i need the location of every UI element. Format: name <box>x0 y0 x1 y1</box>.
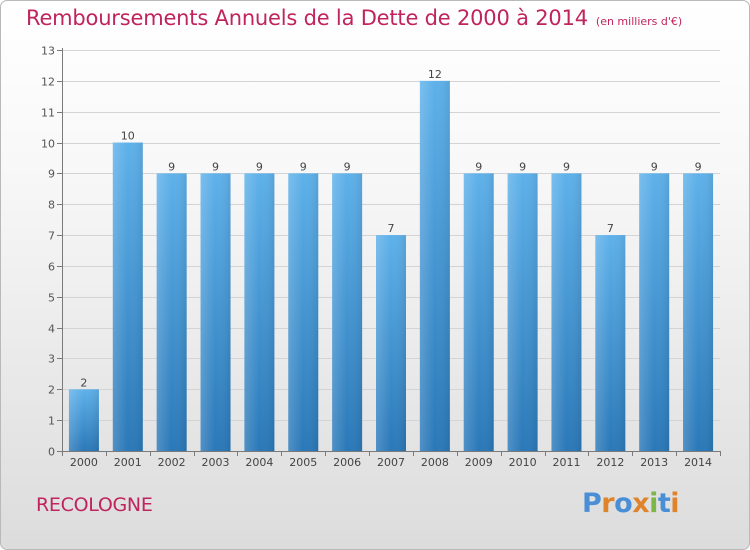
bar-shine-2013 <box>639 173 670 451</box>
bar-shine-2007 <box>376 235 406 451</box>
chart-title-unit: (en milliers d'€) <box>595 15 683 28</box>
y-tick-label-12: 12 <box>41 76 55 89</box>
bar-shine-2014 <box>683 173 714 451</box>
x-tick-label-2004: 2004 <box>245 456 273 469</box>
x-tick-label-2014: 2014 <box>684 456 712 469</box>
data-label-2013: 9 <box>651 160 658 173</box>
x-tick-label-2010: 2010 <box>509 456 537 469</box>
y-tick-label-0: 0 <box>48 446 55 459</box>
logo-letter: r <box>601 488 615 519</box>
bar-shine-2011 <box>551 173 582 451</box>
data-label-2003: 9 <box>212 160 219 173</box>
bar-shine-2000 <box>68 389 99 451</box>
logo-letter: i <box>670 488 680 519</box>
bar-shine-2012 <box>595 235 626 451</box>
x-tick-label-2000: 2000 <box>70 456 98 469</box>
y-tick-label-1: 1 <box>48 415 55 428</box>
chart-title-main: Remboursements Annuels de la Dette de 20… <box>26 6 588 30</box>
data-label-2012: 7 <box>607 222 614 235</box>
y-tick-label-8: 8 <box>48 199 55 212</box>
y-tick-label-11: 11 <box>41 107 55 120</box>
data-label-2014: 9 <box>695 160 702 173</box>
bar-shine-2001 <box>112 142 143 452</box>
chart-title: Remboursements Annuels de la Dette de 20… <box>26 6 682 30</box>
logo-letter: x <box>632 488 650 519</box>
bar-shine-2004 <box>244 173 275 451</box>
x-tick-label-2007: 2007 <box>377 456 405 469</box>
x-tick-label-2001: 2001 <box>114 456 142 469</box>
x-tick-label-2003: 2003 <box>202 456 230 469</box>
logo-letter: t <box>657 488 671 519</box>
bar-shine-2009 <box>463 173 494 451</box>
x-tick-label-2002: 2002 <box>158 456 186 469</box>
data-label-2004: 9 <box>256 160 263 173</box>
data-label-2002: 9 <box>168 160 175 173</box>
logo-letter: P <box>582 488 602 519</box>
y-tick-label-10: 10 <box>41 138 55 151</box>
data-label-2010: 9 <box>519 160 526 173</box>
proxiti-logo: Proxiti <box>582 488 680 519</box>
y-tick-label-6: 6 <box>48 261 55 274</box>
data-label-2009: 9 <box>475 160 482 173</box>
data-label-2001: 10 <box>121 130 135 143</box>
y-tick-label-4: 4 <box>48 323 55 336</box>
y-tick-label-5: 5 <box>48 292 55 305</box>
data-label-2005: 9 <box>300 160 307 173</box>
bar-shine-2003 <box>200 173 231 451</box>
logo-letter: o <box>614 488 633 519</box>
bar-shine-2010 <box>507 173 538 451</box>
commune-name: RECOLOGNE <box>36 494 153 516</box>
data-label-2000: 2 <box>80 376 87 389</box>
data-label-2011: 9 <box>563 160 570 173</box>
x-tick-label-2005: 2005 <box>289 456 317 469</box>
bars: 2 10 9 9 9 9 9 7 12 9 9 9 7 9 9 <box>68 68 714 452</box>
bar-shine-2006 <box>332 173 363 451</box>
x-tick-label-2009: 2009 <box>465 456 493 469</box>
x-tick-label-2013: 2013 <box>640 456 668 469</box>
x-tick-label-2011: 2011 <box>552 456 580 469</box>
data-label-2008: 12 <box>428 68 442 81</box>
y-tick-label-13: 13 <box>41 45 55 58</box>
data-label-2006: 9 <box>344 160 351 173</box>
y-tick-label-2: 2 <box>48 384 55 397</box>
x-tick-label-2006: 2006 <box>333 456 361 469</box>
data-label-2007: 7 <box>388 222 395 235</box>
bar-shine-2002 <box>156 173 187 451</box>
bar-shine-2005 <box>288 173 319 451</box>
y-tick-label-9: 9 <box>48 168 55 181</box>
x-tick-label-2012: 2012 <box>596 456 624 469</box>
y-tick-label-7: 7 <box>48 230 55 243</box>
x-tick-label-2008: 2008 <box>421 456 449 469</box>
logo-letter: i <box>649 488 658 519</box>
bar-shine-2008 <box>419 80 450 451</box>
y-tick-label-3: 3 <box>48 353 55 366</box>
